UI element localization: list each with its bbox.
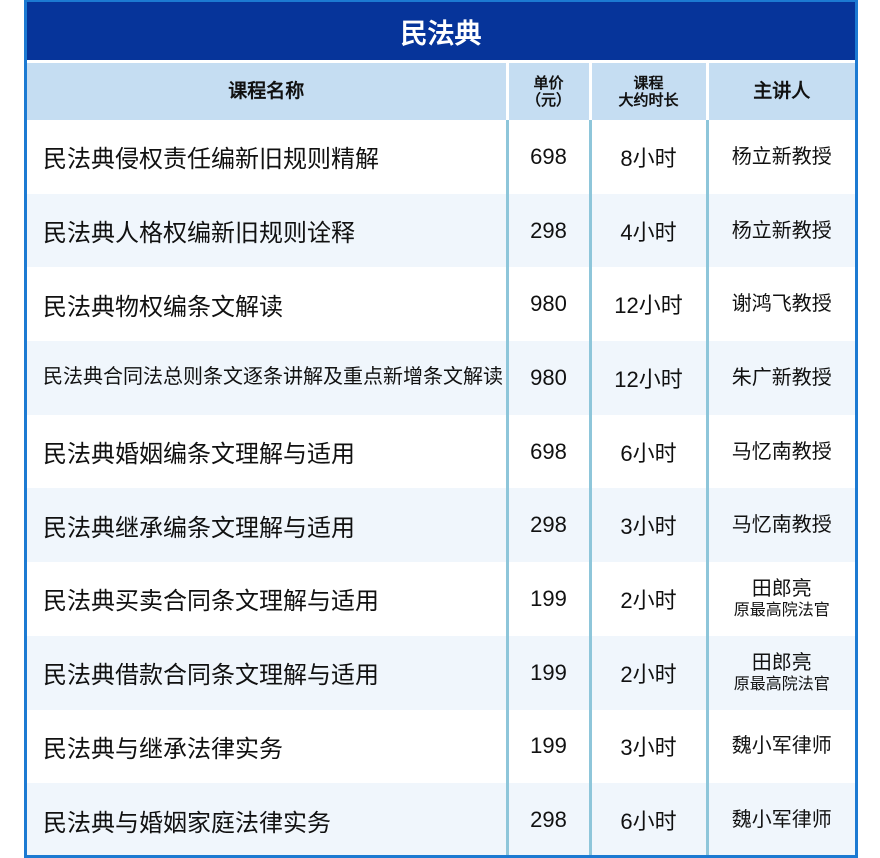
course-price: 298	[505, 193, 590, 268]
course-lecturer: 朱广新教授	[705, 341, 855, 415]
table-row: 民法典与继承法律实务 199 3小时 魏小军律师	[27, 709, 855, 784]
table-row: 民法典物权编条文解读 980 12小时 谢鸿飞教授	[27, 267, 855, 342]
lecturer-name: 杨立新教授	[731, 219, 832, 242]
lecturer-title: 原最高院法官	[733, 675, 830, 693]
course-price: 298	[505, 783, 590, 855]
course-name: 民法典人格权编新旧规则诠释	[27, 193, 507, 268]
lecturer-name: 杨立新教授	[731, 145, 832, 168]
course-price: 698	[505, 120, 590, 194]
header-duration-line2: 大约时长	[618, 91, 679, 109]
course-name: 民法典与继承法律实务	[43, 735, 283, 763]
course-name: 民法典买卖合同条文理解与适用	[43, 588, 379, 616]
lecturer-name: 魏小军律师	[731, 809, 832, 832]
course-duration: 6小时	[588, 414, 707, 489]
lecturer-name: 魏小军律师	[731, 735, 832, 758]
course-duration: 3小时	[588, 709, 707, 784]
header-price: 单价 （元）	[505, 63, 590, 120]
course-name: 民法典婚姻编条文理解与适用	[43, 441, 355, 469]
course-lecturer: 魏小军律师	[705, 709, 855, 784]
lecturer-title: 原最高院法官	[733, 601, 830, 619]
course-duration: 12小时	[588, 267, 707, 342]
table-row: 民法典合同法总则条文逐条讲解及重点新增条文解读 980 12小时 朱广新教授	[27, 341, 855, 415]
course-name: 民法典与婚姻家庭法律实务	[27, 783, 507, 855]
course-lecturer: 田郎亮 原最高院法官	[705, 562, 855, 636]
course-duration: 2小时	[588, 635, 707, 710]
course-table-panel: 民法典 课程名称 单价 （元） 课程 大约时长 主讲人 民法典侵权责任编新旧规则精解…	[24, 0, 858, 858]
course-name: 民法典侵权责任编新旧规则精解	[43, 146, 379, 174]
header-name: 课程名称	[27, 63, 507, 120]
course-duration: 3小时	[588, 488, 707, 563]
course-name: 民法典物权编条文解读	[43, 293, 283, 321]
course-price: 980	[505, 267, 590, 342]
table-row: 民法典继承编条文理解与适用 298 3小时 马忆南教授	[27, 488, 855, 563]
table-row: 民法典买卖合同条文理解与适用 199 2小时 田郎亮 原最高院法官	[27, 562, 855, 636]
course-duration: 12小时	[588, 341, 707, 415]
course-lecturer: 田郎亮 原最高院法官	[705, 635, 855, 710]
course-lecturer: 马忆南教授	[705, 414, 855, 489]
table-row: 民法典侵权责任编新旧规则精解 698 8小时 杨立新教授	[27, 120, 855, 194]
header-lecturer: 主讲人	[705, 63, 855, 120]
course-lecturer: 谢鸿飞教授	[705, 267, 855, 342]
lecturer-name: 朱广新教授	[731, 366, 832, 389]
course-lecturer: 魏小军律师	[705, 783, 855, 855]
lecturer-name: 马忆南教授	[731, 514, 832, 537]
lecturer-name: 田郎亮	[751, 651, 812, 674]
header-row: 课程名称 单价 （元） 课程 大约时长 主讲人	[27, 63, 855, 120]
course-name: 民法典合同法总则条文逐条讲解及重点新增条文解读	[27, 341, 507, 415]
course-price: 199	[505, 709, 590, 784]
table-row: 民法典与婚姻家庭法律实务 298 6小时 魏小军律师	[27, 783, 855, 855]
course-price: 698	[505, 414, 590, 489]
course-price: 199	[505, 635, 590, 710]
course-price: 298	[505, 488, 590, 563]
course-table: 课程名称 单价 （元） 课程 大约时长 主讲人 民法典侵权责任编新旧规则精解 698 8…	[27, 63, 855, 855]
course-duration: 4小时	[588, 193, 707, 268]
course-price: 980	[505, 341, 590, 415]
course-lecturer: 杨立新教授	[705, 193, 855, 268]
course-name: 民法典继承编条文理解与适用	[27, 488, 507, 563]
lecturer-name: 田郎亮	[751, 577, 812, 600]
lecturer-name: 谢鸿飞教授	[731, 293, 832, 316]
lecturer-name: 马忆南教授	[731, 440, 832, 463]
course-duration: 8小时	[588, 120, 707, 194]
course-price: 199	[505, 562, 590, 636]
table-row: 民法典人格权编新旧规则诠释 298 4小时 杨立新教授	[27, 193, 855, 268]
table-title: 民法典	[27, 2, 855, 63]
course-duration: 6小时	[588, 783, 707, 855]
header-duration-line1: 课程	[633, 74, 664, 92]
header-duration: 课程 大约时长	[588, 63, 707, 120]
table-row: 民法典婚姻编条文理解与适用 698 6小时 马忆南教授	[27, 414, 855, 489]
header-price-line2: （元）	[525, 91, 571, 109]
header-price-line1: 单价	[533, 74, 564, 92]
course-name: 民法典借款合同条文理解与适用	[27, 635, 507, 710]
table-row: 民法典借款合同条文理解与适用 199 2小时 田郎亮 原最高院法官	[27, 635, 855, 710]
course-duration: 2小时	[588, 562, 707, 636]
course-lecturer: 马忆南教授	[705, 488, 855, 563]
course-lecturer: 杨立新教授	[705, 120, 855, 194]
